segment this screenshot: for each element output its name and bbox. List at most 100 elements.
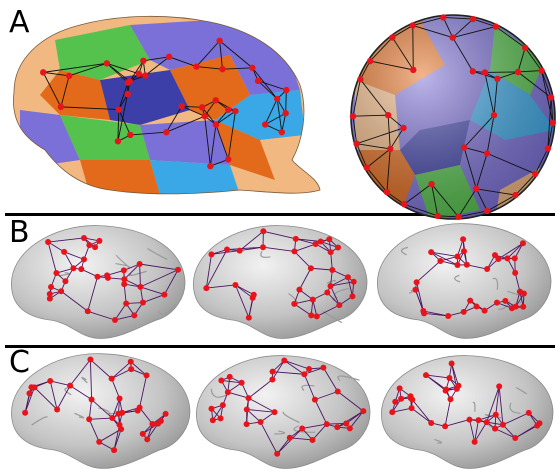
network-edge [215,99,236,112]
network-edge [347,277,353,297]
network-node [484,266,491,273]
network-node [514,68,522,76]
network-node [212,121,220,128]
network-node [366,57,374,65]
network-edge [129,60,144,82]
network-edge [517,47,526,73]
network-c-1 [22,356,169,454]
network-node [492,411,499,418]
network-node [116,395,123,402]
network-node [121,276,128,283]
network-edge [47,241,57,274]
network-edge [323,367,339,392]
network-edge [130,131,167,136]
network-node [207,162,214,170]
network-node [88,396,95,403]
network-edge [50,380,71,387]
network-edge [430,251,458,266]
network-node [65,72,73,80]
network-node [428,419,435,426]
network-edge [43,62,107,73]
network-node [109,415,116,422]
network-node [460,144,468,151]
network-node [327,249,334,256]
network-node [511,255,518,262]
network-edge [517,70,542,73]
network-node [521,44,529,51]
network-edge [466,264,488,270]
network-node [165,53,173,61]
network-edge [63,251,85,260]
network-edge [498,386,504,425]
network-edge [302,423,327,429]
network-edge [60,106,119,111]
network-edge [356,143,368,168]
network-edge [281,113,287,133]
network-node [309,296,316,303]
network-edge [514,272,521,292]
network-node [437,257,444,264]
network-edge [205,254,212,289]
network-node [428,249,435,256]
network-node [273,95,281,103]
network-node [143,372,150,379]
network-edge [289,437,313,441]
network-edge [276,428,303,455]
network-edge [349,410,364,429]
network-node [225,106,232,113]
network-edge [60,75,70,107]
network-edge [425,374,450,379]
network-node [400,201,408,208]
network-node [232,281,239,288]
network-edge [260,421,278,454]
sulcus-line [147,247,168,260]
network-node [499,421,506,428]
network-node [224,246,231,253]
network-edge [235,284,250,318]
network-edge [478,414,496,421]
panel-label-b: B [9,215,30,250]
network-node [67,382,74,389]
network-edge [474,420,479,442]
sulcus-line [128,270,147,277]
network-edge [140,269,179,288]
network-edge [330,281,354,287]
network-node [144,436,151,443]
network-node [466,416,473,423]
network-node [353,140,360,147]
sulcus-line [115,263,130,269]
network-node [28,384,35,391]
network-edge [299,268,312,290]
network-node [496,383,503,390]
gray-cortex-6 [381,355,554,469]
network-node [410,66,417,74]
network-edge [196,66,223,70]
network-node [115,106,122,113]
network-node [312,241,319,248]
network-edge [262,246,295,252]
network-node [460,248,467,255]
patch-green-1 [55,25,150,80]
network-edge [264,112,286,125]
network-edge [248,297,254,318]
network-edge [310,267,333,271]
network-node [224,389,231,396]
network-edge [486,386,500,423]
separator-bottom [5,345,555,348]
network-node [519,240,526,247]
network-edge [515,173,536,196]
network-b-1 [45,234,182,323]
network-edge [106,62,140,75]
network-edge [444,419,470,427]
network-edge [337,410,364,428]
network-node [62,278,69,285]
network-node [116,421,123,428]
network-edge [411,407,432,424]
parcellated-cortex [13,15,321,195]
network-edge [204,116,211,167]
network-node [307,265,314,272]
network-edge [60,290,89,312]
network-node [282,110,289,117]
network-node [344,274,351,281]
network-edge [24,387,35,413]
